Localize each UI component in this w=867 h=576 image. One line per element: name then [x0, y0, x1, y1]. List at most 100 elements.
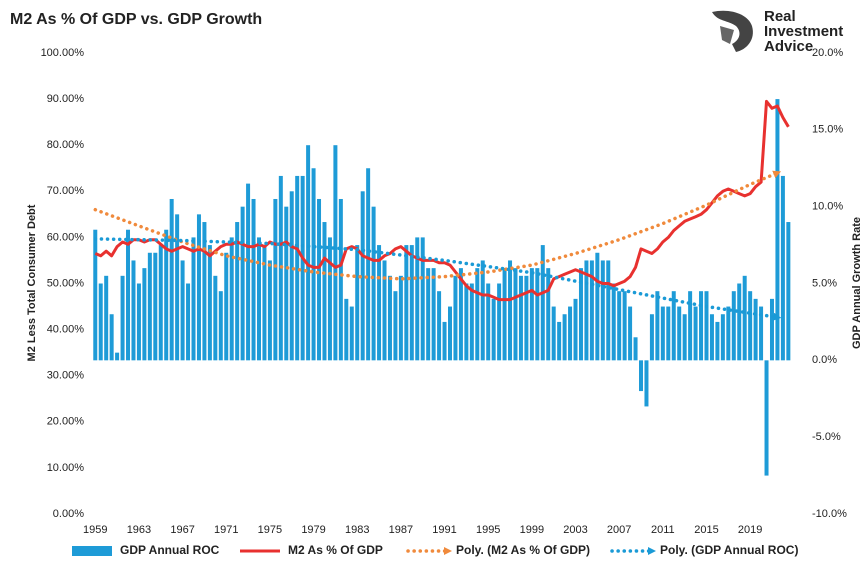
bar [502, 268, 507, 361]
bar [578, 268, 583, 361]
x-tick-label: 1999 [520, 524, 544, 536]
bar [262, 245, 267, 361]
y-tick-label: 90.00% [47, 93, 85, 105]
bar [480, 260, 485, 361]
y-tick-label: 60.00% [47, 231, 85, 243]
bar [387, 275, 392, 361]
bar [557, 321, 562, 361]
legend-label: Poly. (GDP Annual ROC) [660, 543, 798, 557]
trend-line [93, 237, 782, 321]
bar [742, 275, 747, 361]
bar [229, 237, 234, 361]
bar [469, 283, 474, 361]
bar [639, 360, 644, 392]
bar [235, 222, 240, 361]
bar [202, 222, 207, 361]
bar [769, 298, 774, 361]
legend-label: M2 As % Of GDP [288, 543, 383, 557]
bar [726, 306, 731, 361]
bar [731, 291, 736, 361]
y-tick-label: 30.00% [47, 370, 85, 382]
bar [759, 306, 764, 361]
bar [317, 198, 322, 361]
bar [666, 306, 671, 361]
bar [93, 229, 98, 361]
bar [709, 314, 714, 361]
bar [333, 145, 338, 361]
bar [196, 214, 201, 361]
bar [426, 268, 431, 361]
y-tick-label: 20.00% [47, 416, 85, 428]
bar [213, 275, 218, 361]
x-tick-label: 1979 [301, 524, 325, 536]
bar [382, 260, 387, 361]
bar [540, 245, 545, 361]
y-tick-label: 10.00% [47, 462, 85, 474]
bar [600, 260, 605, 361]
bar [366, 168, 371, 361]
bar [633, 337, 638, 361]
bar [98, 283, 103, 361]
bar [131, 260, 136, 361]
bar [649, 314, 654, 361]
bar [104, 275, 109, 361]
x-tick-label: 2007 [607, 524, 631, 536]
bar [256, 237, 261, 361]
bar [464, 283, 469, 361]
bar [289, 191, 294, 361]
bar [655, 291, 660, 361]
bar [682, 314, 687, 361]
bar [442, 321, 447, 361]
y2-tick-label: 15.0% [812, 124, 843, 136]
bar [677, 306, 682, 361]
bar [622, 291, 627, 361]
bar [524, 275, 529, 361]
bar [551, 306, 556, 361]
bar [737, 283, 742, 361]
bar [562, 314, 567, 361]
bar [720, 314, 725, 361]
bar [360, 191, 365, 361]
bar [404, 245, 409, 361]
bar [453, 275, 458, 361]
x-tick-label: 2019 [738, 524, 762, 536]
x-tick-label: 2003 [563, 524, 587, 536]
x-tick-label: 2015 [694, 524, 718, 536]
bar [191, 237, 196, 361]
chart-title: M2 As % Of GDP vs. GDP Growth [10, 11, 262, 28]
bar [147, 252, 152, 361]
bar [295, 175, 300, 361]
bar [508, 260, 513, 361]
bar [458, 268, 463, 361]
bar [693, 306, 698, 361]
bar [584, 260, 589, 361]
bar [775, 99, 780, 361]
x-tick-label: 1991 [432, 524, 456, 536]
bar [109, 314, 114, 361]
bar [420, 237, 425, 361]
bar [475, 268, 480, 361]
bar [699, 291, 704, 361]
bar [377, 245, 382, 361]
x-tick-label: 1959 [83, 524, 107, 536]
brand-text: Real [764, 8, 796, 25]
y2-tick-label: 5.0% [812, 277, 837, 289]
bar [715, 321, 720, 361]
bar [371, 206, 376, 361]
line [94, 99, 790, 302]
bar [126, 229, 131, 361]
bar [535, 268, 540, 361]
bar [327, 237, 332, 361]
bar [175, 214, 180, 361]
bar [306, 145, 311, 361]
bar [169, 198, 174, 361]
y-tick-label: 40.00% [47, 324, 85, 336]
x-tick-label: 1995 [476, 524, 500, 536]
bar [573, 298, 578, 361]
bar [240, 206, 245, 361]
bar [595, 252, 600, 361]
bar [164, 229, 169, 361]
x-tick-label: 1983 [345, 524, 369, 536]
bar [224, 252, 229, 361]
bar [546, 268, 551, 361]
